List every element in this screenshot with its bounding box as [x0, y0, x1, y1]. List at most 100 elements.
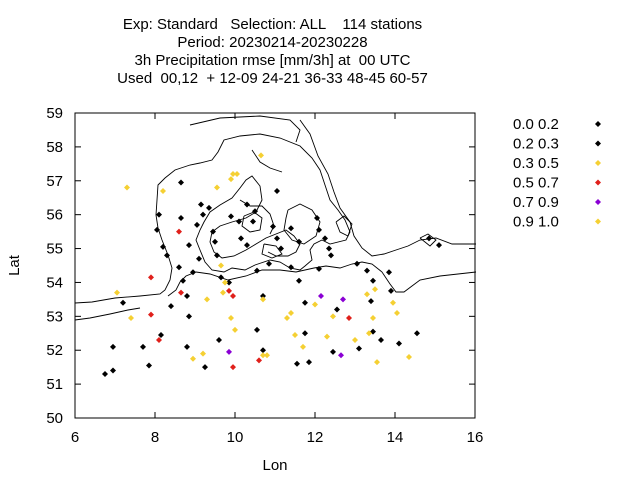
station-point — [334, 306, 340, 313]
station-point — [160, 243, 166, 250]
legend-marker — [595, 218, 601, 225]
legend-marker — [595, 199, 601, 205]
station-point — [160, 187, 166, 194]
station-point — [406, 354, 412, 360]
legend-marker — [595, 179, 601, 186]
station-point — [296, 238, 302, 245]
station-point — [212, 238, 218, 245]
station-point — [354, 260, 360, 267]
station-point — [110, 367, 116, 374]
station-point — [396, 340, 402, 347]
station-point — [164, 252, 170, 259]
station-point — [226, 279, 232, 286]
station-point — [156, 211, 162, 218]
station-point — [146, 362, 152, 369]
station-point — [284, 315, 290, 322]
station-point — [346, 315, 352, 322]
station-point — [436, 242, 442, 249]
station-point — [258, 152, 264, 159]
station-point — [186, 313, 192, 320]
station-point — [216, 337, 222, 344]
station-point — [340, 296, 346, 303]
legend-label: 0.0 0.2 — [513, 116, 559, 133]
legend-marker — [595, 140, 601, 147]
station-point — [288, 309, 294, 316]
station-point — [204, 296, 210, 303]
station-point — [328, 252, 334, 259]
station-point — [226, 287, 232, 294]
station-point — [220, 289, 226, 296]
station-point — [288, 225, 294, 232]
station-point — [198, 201, 204, 208]
station-point — [148, 311, 154, 318]
title-line-3: 3h Precipitation rmse [mm/3h] at 00 UTC — [134, 52, 411, 69]
station-point — [386, 269, 392, 276]
station-point — [158, 331, 164, 338]
station-point — [226, 348, 232, 355]
station-point — [234, 171, 240, 177]
station-point — [124, 184, 130, 191]
station-point — [266, 260, 272, 267]
station-point — [264, 352, 270, 359]
title-line-2: Period: 20230214-20230228 — [177, 34, 368, 51]
station-point — [296, 277, 302, 284]
station-point — [338, 352, 344, 359]
station-point — [218, 262, 224, 269]
station-point — [254, 326, 260, 333]
station-point — [372, 286, 378, 293]
station-point — [180, 277, 186, 284]
legend-label: 0.9 1.0 — [513, 214, 559, 231]
station-point — [230, 171, 236, 177]
station-point — [232, 326, 238, 333]
station-point — [190, 355, 196, 362]
station-point — [300, 343, 306, 350]
station-point — [324, 333, 330, 340]
station-point — [200, 211, 206, 218]
coastline-map — [74, 115, 477, 321]
station-point — [200, 350, 206, 357]
y-tick-label: 56 — [46, 207, 63, 224]
y-tick-label: 59 — [46, 105, 63, 122]
station-point — [196, 255, 202, 262]
station-point — [228, 315, 234, 322]
station-point — [312, 301, 318, 308]
station-point — [214, 252, 220, 259]
station-point — [238, 235, 244, 242]
y-tick-label: 55 — [46, 241, 63, 258]
station-point — [330, 313, 336, 320]
station-point — [370, 315, 376, 322]
station-point — [128, 315, 134, 322]
station-point — [318, 293, 324, 299]
y-tick-label: 51 — [46, 376, 63, 393]
station-point — [102, 370, 108, 377]
station-point — [426, 235, 432, 242]
station-point — [168, 303, 174, 310]
y-tick-label: 52 — [46, 342, 63, 359]
station-point — [294, 360, 300, 367]
station-point — [278, 245, 284, 252]
station-point — [218, 274, 224, 281]
station-point — [178, 215, 184, 222]
station-point — [366, 330, 372, 337]
station-point — [260, 352, 266, 359]
station-point — [316, 265, 322, 272]
station-point — [260, 296, 266, 303]
station-point — [184, 293, 190, 299]
y-tick-label: 53 — [46, 308, 63, 325]
y-tick-label: 57 — [46, 173, 63, 190]
station-point — [302, 299, 308, 306]
station-point — [206, 204, 212, 211]
station-point — [256, 357, 262, 364]
station-point — [230, 364, 236, 371]
station-point — [356, 345, 362, 352]
station-point — [274, 187, 280, 194]
x-tick-label: 6 — [71, 429, 79, 446]
station-point — [364, 267, 370, 274]
x-axis-label: Lon — [262, 457, 287, 474]
station-point — [178, 289, 184, 296]
station-point — [326, 245, 332, 252]
legend: 0.0 0.2 0.2 0.3 0.3 0.5 0.5 0.7 0.7 0.9 0.9 1… — [513, 116, 601, 231]
y-tick-label: 58 — [46, 139, 63, 156]
legend-marker — [595, 121, 601, 127]
station-point — [222, 279, 228, 286]
